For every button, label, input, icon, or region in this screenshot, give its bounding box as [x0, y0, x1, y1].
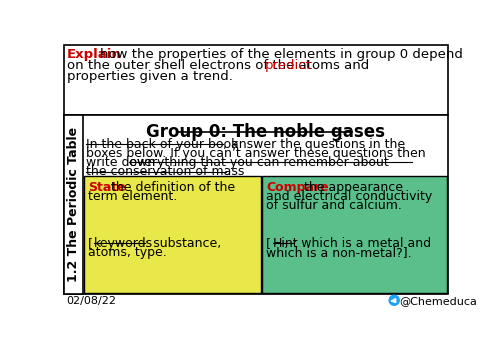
Text: In the back of your book: In the back of your book	[86, 138, 238, 151]
Text: boxes below. If you can’t answer these questions then: boxes below. If you can’t answer these q…	[86, 147, 426, 160]
Text: : substance,: : substance,	[144, 237, 221, 250]
Text: [: [	[266, 237, 272, 250]
Text: State: State	[88, 181, 126, 194]
Text: [: [	[88, 237, 93, 250]
Text: the definition of the: the definition of the	[112, 181, 236, 194]
Text: which is a non-metal?].: which is a non-metal?].	[266, 246, 412, 260]
Text: the appearance: the appearance	[304, 181, 404, 194]
Text: keywords: keywords	[94, 237, 152, 250]
Text: 1.2 The Periodic Table: 1.2 The Periodic Table	[67, 127, 80, 282]
FancyBboxPatch shape	[64, 116, 82, 294]
Text: the conservation of mass: the conservation of mass	[86, 165, 244, 179]
Text: , answer the questions in the: , answer the questions in the	[223, 138, 405, 151]
Text: Compare: Compare	[266, 181, 329, 194]
FancyBboxPatch shape	[84, 175, 261, 292]
Text: 02/08/22: 02/08/22	[66, 297, 116, 307]
Text: write down: write down	[86, 156, 159, 169]
Text: atoms, type.: atoms, type.	[88, 246, 167, 260]
FancyBboxPatch shape	[262, 175, 447, 292]
Circle shape	[389, 295, 399, 305]
Text: properties given a trend.: properties given a trend.	[67, 70, 233, 83]
Text: : which is a metal and: : which is a metal and	[294, 237, 432, 250]
Text: Explain: Explain	[67, 48, 122, 62]
Text: on the outer shell electrons of the atoms and: on the outer shell electrons of the atom…	[67, 59, 374, 72]
Text: how the properties of the elements in group 0 depend: how the properties of the elements in gr…	[100, 48, 464, 62]
Text: term element.: term element.	[88, 190, 178, 203]
FancyBboxPatch shape	[64, 116, 448, 294]
Text: .: .	[226, 165, 230, 179]
Text: @Chemeduca: @Chemeduca	[400, 297, 477, 307]
Text: Hint: Hint	[272, 237, 298, 250]
Text: predict: predict	[265, 59, 312, 72]
Text: everything that you can remember about: everything that you can remember about	[129, 156, 389, 169]
FancyBboxPatch shape	[64, 45, 448, 116]
Text: of sulfur and calcium.: of sulfur and calcium.	[266, 199, 402, 212]
Text: Group 0: The noble gases: Group 0: The noble gases	[146, 123, 385, 141]
Text: and electrical conductivity: and electrical conductivity	[266, 190, 432, 203]
Polygon shape	[391, 299, 396, 302]
